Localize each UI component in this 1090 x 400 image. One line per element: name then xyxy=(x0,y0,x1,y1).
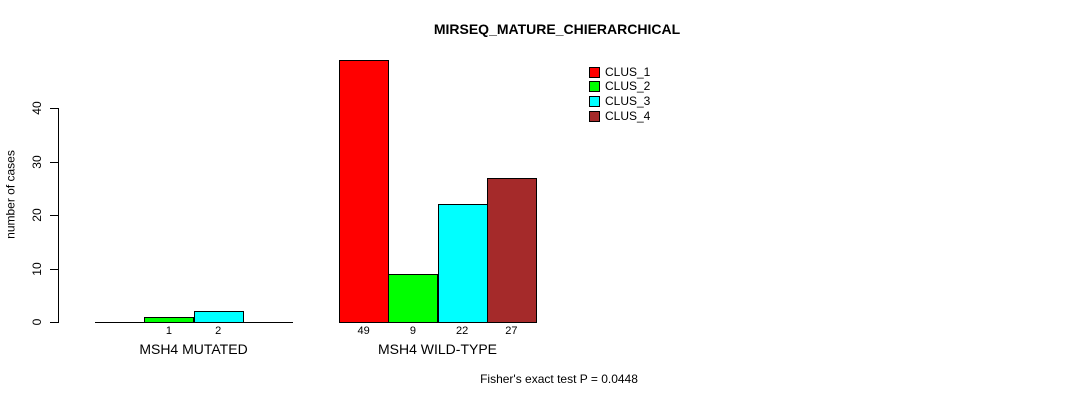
bar-clus_2-wild-type xyxy=(388,274,438,323)
y-tick-label: 10 xyxy=(30,262,44,276)
bar-value-label: 2 xyxy=(215,325,222,337)
legend-item: CLUS_2 xyxy=(589,80,650,95)
legend-item: CLUS_1 xyxy=(589,65,650,80)
y-tick-label: 20 xyxy=(30,208,44,222)
legend-swatch-clus-4 xyxy=(589,110,600,122)
legend-item: CLUS_3 xyxy=(589,94,650,109)
chart-title: MIRSEQ_MATURE_CHIERARCHICAL xyxy=(433,21,681,37)
y-tick xyxy=(50,108,58,109)
bar-clus_3-wild-type xyxy=(438,204,488,323)
bar-value-label: 49 xyxy=(357,325,370,337)
bar-value-label: 27 xyxy=(505,325,518,337)
legend-swatch-clus-3 xyxy=(589,95,600,107)
y-tick-label: 30 xyxy=(30,155,44,169)
bar-value-label: 1 xyxy=(165,325,172,337)
legend: CLUS_1 CLUS_2 CLUS_3 CLUS_4 xyxy=(589,65,650,123)
bar-clus_1-wild-type xyxy=(339,60,389,323)
y-tick xyxy=(50,215,58,216)
y-axis-line xyxy=(58,108,59,323)
legend-label: CLUS_4 xyxy=(605,108,651,123)
bar-clus_3-mutated xyxy=(194,311,244,323)
bar-value-label: 22 xyxy=(456,325,469,337)
bar-clus_4-wild-type xyxy=(487,178,537,323)
y-tick xyxy=(50,269,58,270)
y-tick xyxy=(50,322,58,323)
y-tick-label: 40 xyxy=(30,101,44,115)
y-tick xyxy=(50,162,58,163)
y-axis-label: number of cases xyxy=(3,150,18,239)
group-label-msh4-mutated: MSH4 MUTATED xyxy=(139,341,248,357)
legend-item: CLUS_4 xyxy=(589,109,650,124)
legend-label: CLUS_1 xyxy=(605,64,651,79)
bar-clus_2-mutated xyxy=(144,317,194,323)
y-tick-label: 0 xyxy=(30,318,44,326)
footnote: Fisher's exact test P = 0.0448 xyxy=(480,372,638,386)
legend-swatch-clus-2 xyxy=(589,81,600,93)
legend-swatch-clus-1 xyxy=(589,66,600,78)
bar-value-label: 9 xyxy=(409,325,416,337)
legend-label: CLUS_3 xyxy=(605,93,651,108)
group-label-msh4-wild-type: MSH4 WILD-TYPE xyxy=(377,341,498,357)
legend-label: CLUS_2 xyxy=(605,79,651,94)
